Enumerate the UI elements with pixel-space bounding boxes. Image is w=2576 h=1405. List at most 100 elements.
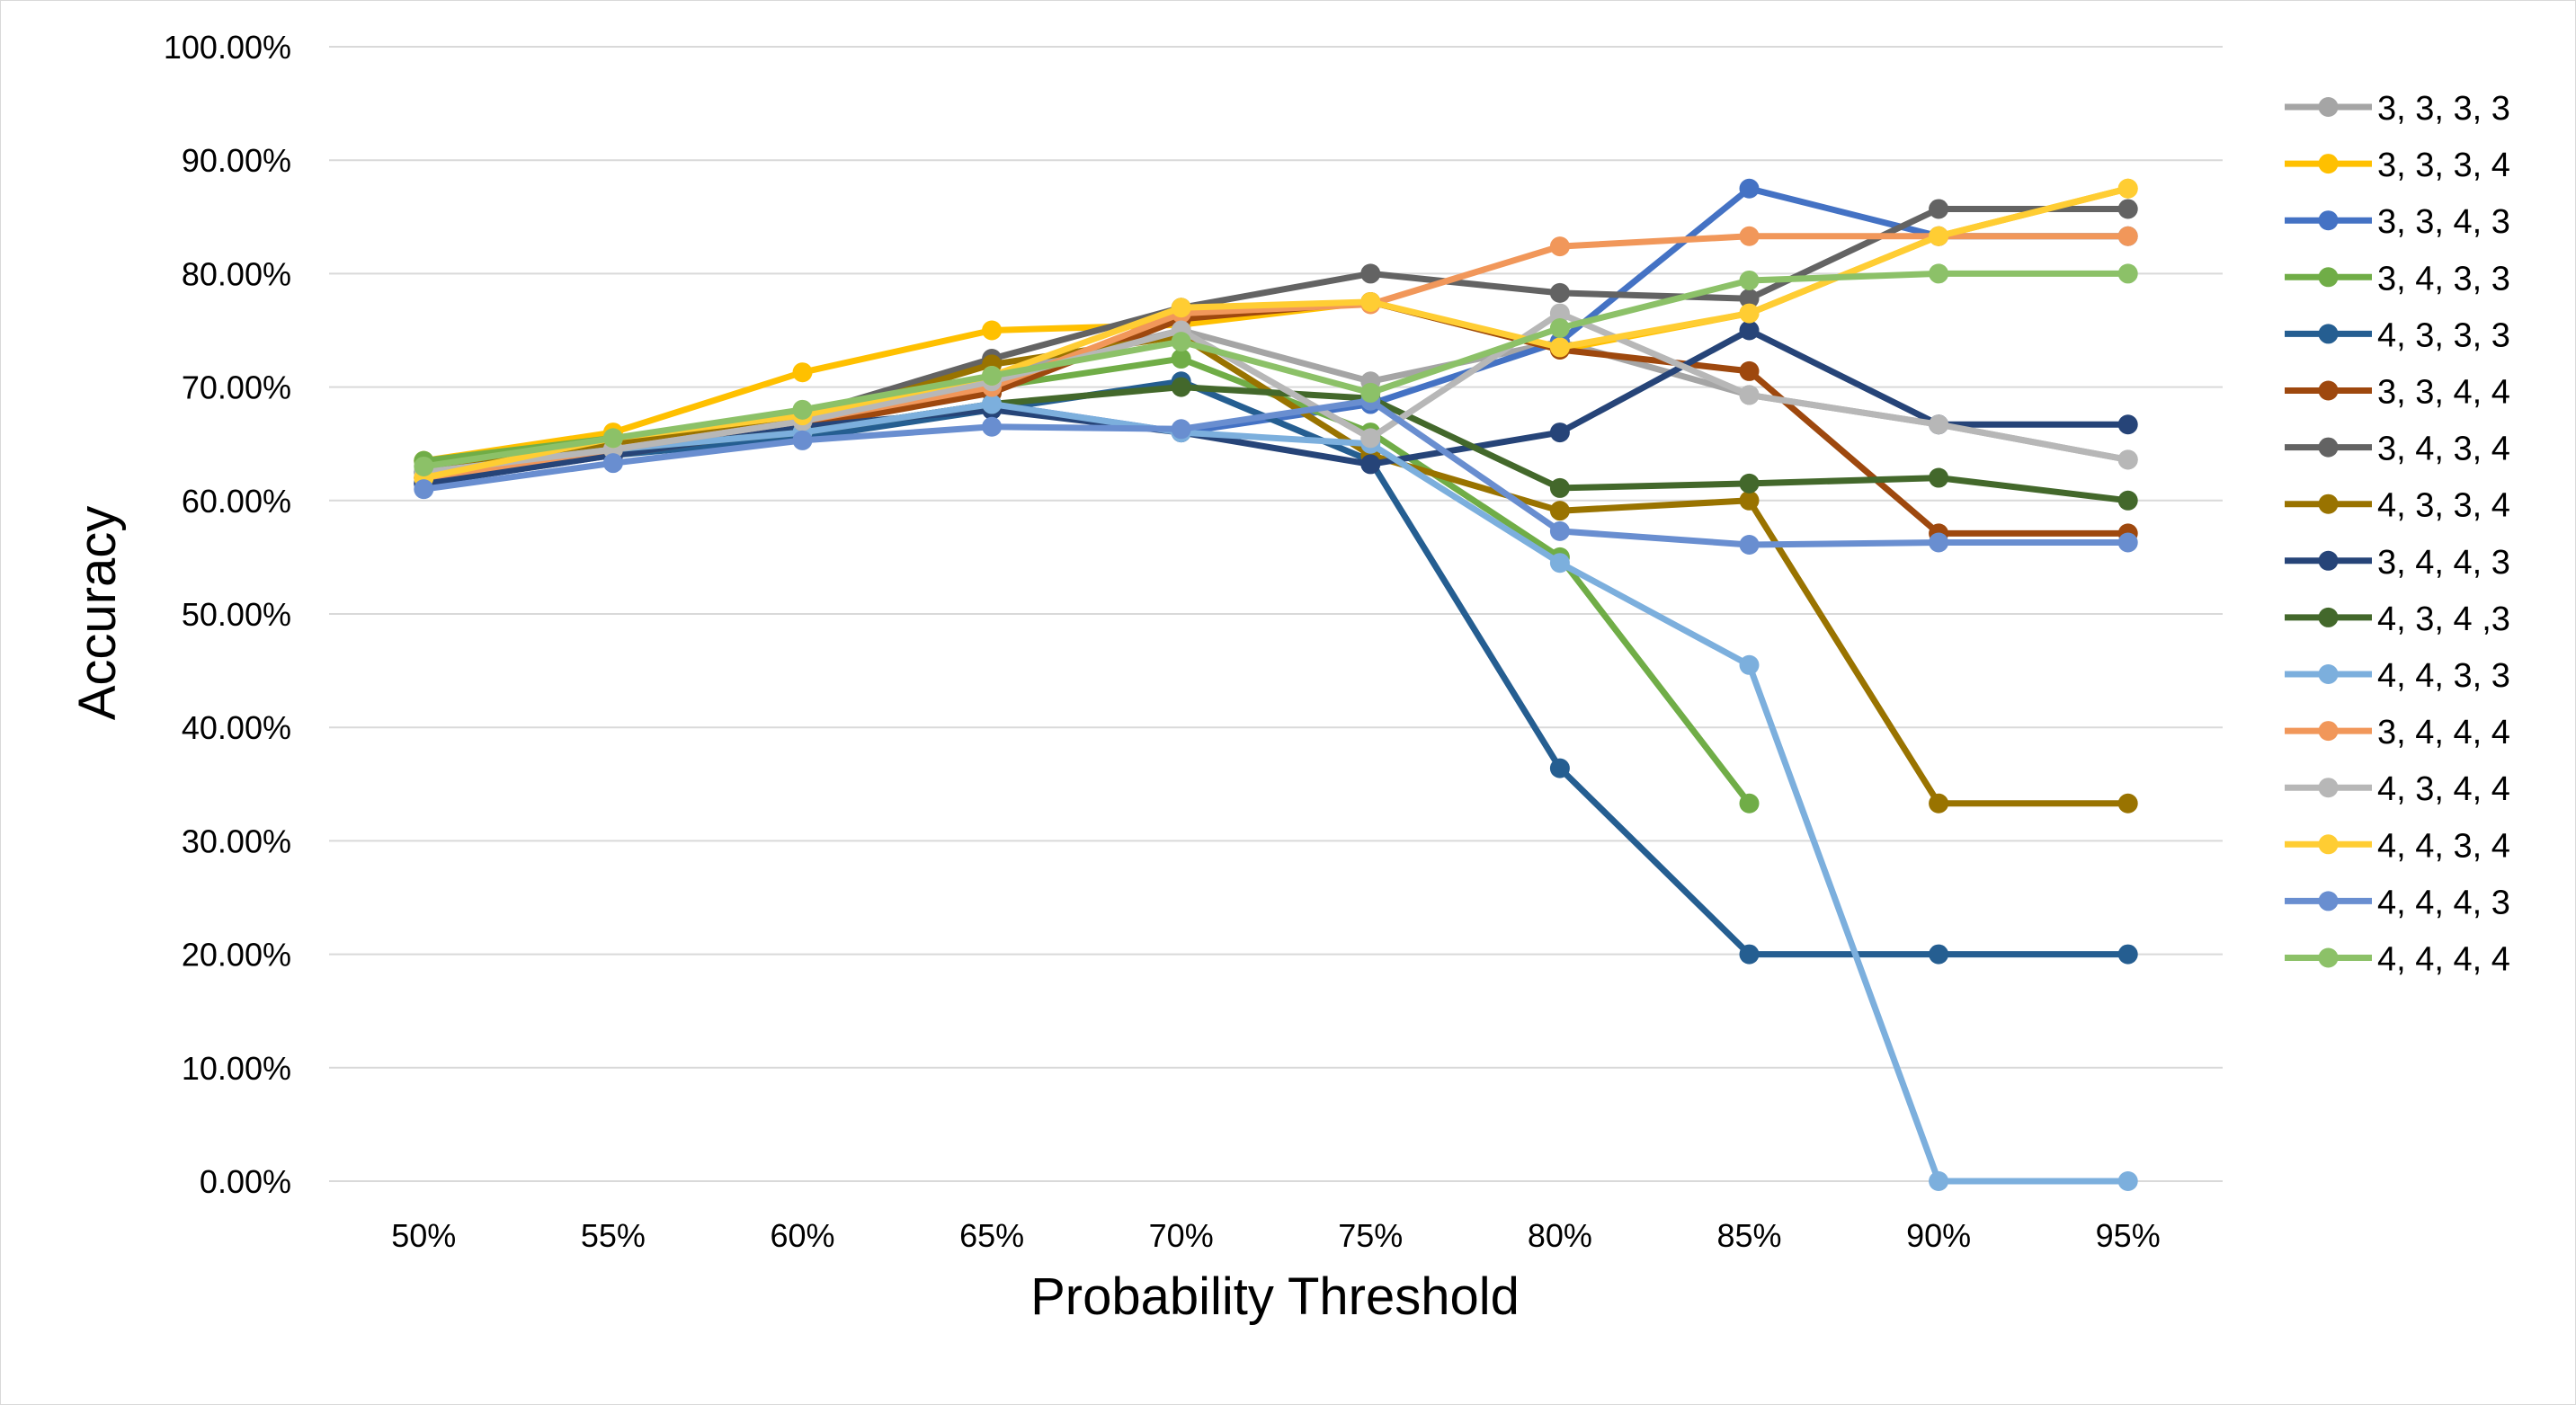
legend-entry: 4, 4, 3, 3 <box>2285 657 2510 695</box>
legend-swatch-marker <box>2318 494 2339 514</box>
legend: 3, 3, 3, 3 3, 3, 3, 4 3, 3, 4, 3 3, 4, 3, 3… <box>2285 90 2510 979</box>
x-tick-label: 85% <box>1716 1217 1781 1254</box>
data-point <box>1549 520 1570 541</box>
legend-label: 4, 3, 3, 3 <box>2377 316 2510 354</box>
data-point <box>1171 332 1191 352</box>
series-line <box>420 270 2132 470</box>
data-point <box>1929 1171 1949 1191</box>
legend-swatch-marker <box>2318 891 2339 911</box>
data-point <box>1929 532 1949 553</box>
series-11 <box>414 394 2138 1191</box>
legend-swatch-marker <box>2318 778 2339 798</box>
legend-swatch-marker <box>2318 437 2339 458</box>
legend-entry: 4, 4, 4, 3 <box>2285 884 2510 921</box>
legend-swatch-marker <box>2318 607 2339 627</box>
legend-label: 3, 4, 3, 4 <box>2377 431 2510 468</box>
legend-entry: 3, 4, 3, 4 <box>2285 431 2510 468</box>
legend-swatch-marker <box>2318 834 2339 855</box>
data-point <box>1360 454 1381 475</box>
data-point <box>1929 793 1949 814</box>
series-8 <box>414 325 2138 814</box>
legend-swatch-marker <box>2318 154 2339 174</box>
y-tick-label: 60.00% <box>182 483 291 520</box>
data-point <box>1549 553 1570 574</box>
data-point <box>1739 289 1760 309</box>
y-tick-label: 100.00% <box>164 29 291 66</box>
data-point <box>1739 360 1760 381</box>
data-point <box>1360 428 1381 449</box>
legend-label: 4, 3, 4, 4 <box>2377 770 2510 808</box>
data-point <box>2117 414 2138 435</box>
data-point <box>2117 178 2138 199</box>
legend-swatch-marker <box>2318 550 2339 571</box>
legend-label: 4, 4, 3, 3 <box>2377 657 2510 695</box>
data-point <box>1739 654 1760 675</box>
data-point <box>414 479 434 500</box>
legend-label: 4, 3, 4 ,3 <box>2377 600 2510 638</box>
legend-label: 3, 4, 3, 3 <box>2377 260 2510 298</box>
series-line <box>420 378 2132 958</box>
series-16 <box>414 263 2138 476</box>
data-point <box>792 430 813 450</box>
y-tick-label: 40.00% <box>182 709 291 746</box>
series-line <box>420 333 2132 807</box>
x-tick-label: 75% <box>1338 1217 1403 1254</box>
data-point <box>1171 419 1191 440</box>
data-point <box>2117 793 2138 814</box>
data-point <box>2117 449 2138 470</box>
data-point <box>792 399 813 420</box>
data-point <box>1739 535 1760 556</box>
data-point <box>1929 414 1949 435</box>
y-tick-label: 30.00% <box>182 823 291 859</box>
data-point <box>414 456 434 476</box>
x-tick-label: 90% <box>1906 1217 1971 1254</box>
data-point <box>1929 263 1949 284</box>
y-tick-label: 50.00% <box>182 596 291 633</box>
legend-label: 3, 4, 4, 4 <box>2377 714 2510 751</box>
legend-entry: 4, 4, 4, 4 <box>2285 941 2510 979</box>
y-axis-tick-labels: 0.00% 10.00% 20.00% 30.00% 40.00% 50.00% 60.00… <box>164 29 291 1200</box>
legend-label: 4, 4, 4, 3 <box>2377 884 2510 921</box>
x-tick-label: 60% <box>770 1217 834 1254</box>
legend-swatch-marker <box>2318 380 2339 401</box>
data-point <box>1739 385 1760 405</box>
data-point <box>1549 303 1570 324</box>
data-point <box>1929 226 1949 246</box>
data-point <box>982 320 1003 341</box>
y-tick-label: 10.00% <box>182 1050 291 1087</box>
data-point <box>982 416 1003 437</box>
x-tick-label: 70% <box>1149 1217 1214 1254</box>
data-point <box>2117 532 2138 553</box>
data-point <box>602 428 623 449</box>
data-point <box>1739 320 1760 341</box>
legend-swatch-marker <box>2318 210 2339 231</box>
y-tick-label: 20.00% <box>182 937 291 974</box>
data-point <box>2117 226 2138 246</box>
legend-entry: 3, 4, 4, 3 <box>2285 544 2510 582</box>
legend-entry: 4, 3, 4 ,3 <box>2285 600 2510 638</box>
data-point <box>1549 337 1570 358</box>
series-line <box>420 310 2132 476</box>
legend-label: 3, 4, 4, 3 <box>2377 544 2510 582</box>
series-line <box>420 401 2132 1185</box>
x-axis-title: Probability Threshold <box>1030 1267 1520 1326</box>
data-point <box>2117 944 2138 965</box>
data-point <box>1360 263 1381 284</box>
gridlines <box>329 46 2223 1182</box>
legend-swatch-marker <box>2318 97 2339 117</box>
data-point <box>792 362 813 383</box>
data-point <box>1739 473 1760 494</box>
legend-entry: 3, 3, 4, 4 <box>2285 374 2510 412</box>
legend-swatch-marker <box>2318 324 2339 344</box>
series-line <box>420 397 2132 548</box>
data-point <box>1171 349 1191 369</box>
data-point <box>1549 236 1570 257</box>
data-point <box>1360 382 1381 403</box>
data-point <box>1739 270 1760 290</box>
y-tick-label: 80.00% <box>182 255 291 292</box>
legend-entry: 3, 4, 3, 3 <box>2285 260 2510 298</box>
legend-swatch-marker <box>2318 721 2339 742</box>
x-axis-tick-labels: 50% 55% 60% 65% 70% 75% 80% 85% 90% 95% <box>391 1217 2160 1254</box>
legend-label: 4, 3, 3, 4 <box>2377 487 2510 525</box>
